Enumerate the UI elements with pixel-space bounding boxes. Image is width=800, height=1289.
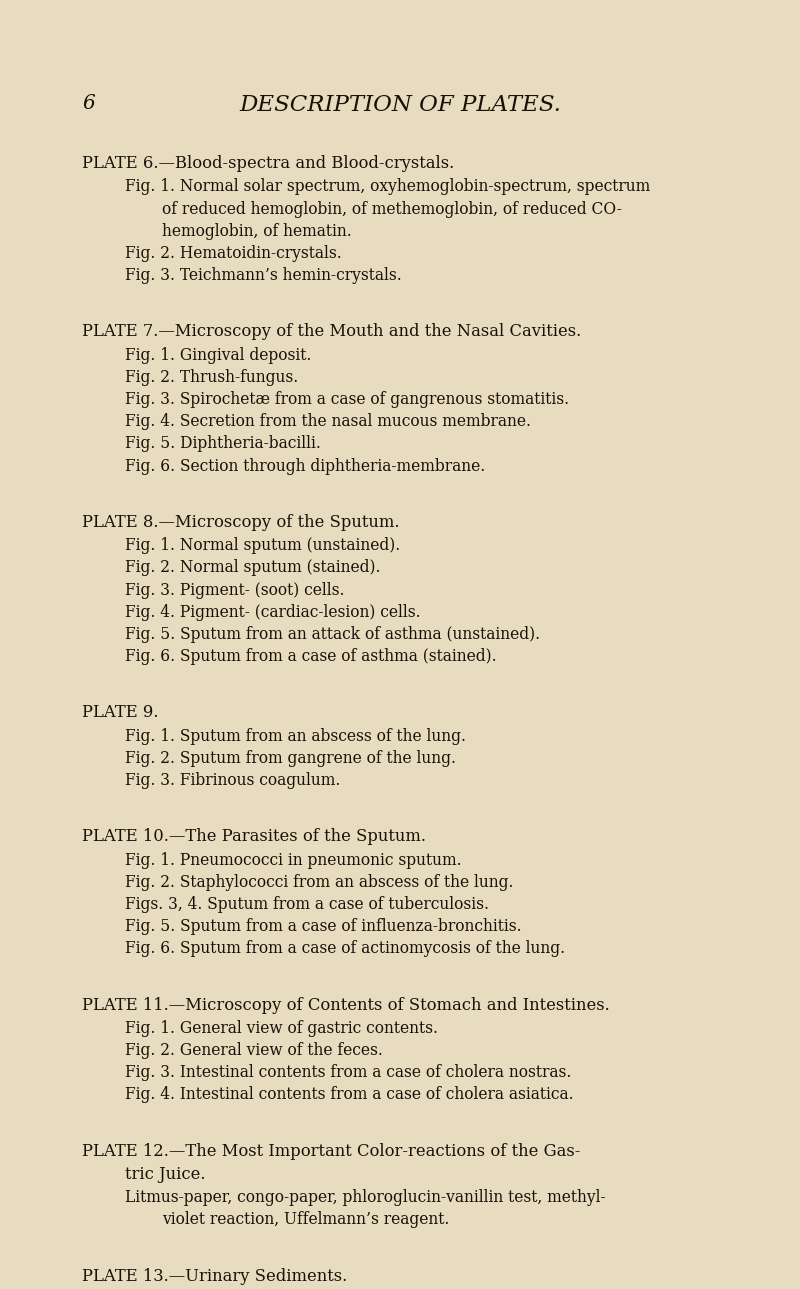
Text: Fig. 2. Sputum from gangrene of the lung.: Fig. 2. Sputum from gangrene of the lung… <box>125 750 456 767</box>
Text: PLATE 7.—Microscopy of the Mouth and the Nasal Cavities.: PLATE 7.—Microscopy of the Mouth and the… <box>82 324 582 340</box>
Text: Fig. 6. Section through diphtheria-membrane.: Fig. 6. Section through diphtheria-membr… <box>125 458 486 474</box>
Text: PLATE 11.—Microscopy of Contents of Stomach and Intestines.: PLATE 11.—Microscopy of Contents of Stom… <box>82 996 610 1013</box>
Text: Fig. 6. Sputum from a case of actinomycosis of the lung.: Fig. 6. Sputum from a case of actinomyco… <box>125 941 565 958</box>
Text: Fig. 5. Diphtheria-bacilli.: Fig. 5. Diphtheria-bacilli. <box>125 436 321 452</box>
Text: Fig. 1. General view of gastric contents.: Fig. 1. General view of gastric contents… <box>125 1020 438 1036</box>
Text: Fig. 3. Fibrinous coagulum.: Fig. 3. Fibrinous coagulum. <box>125 772 340 789</box>
Text: Fig. 2. Staphylococci from an abscess of the lung.: Fig. 2. Staphylococci from an abscess of… <box>125 874 514 891</box>
Text: Fig. 4. Secretion from the nasal mucous membrane.: Fig. 4. Secretion from the nasal mucous … <box>125 414 531 431</box>
Text: Litmus-paper, congo-paper, phloroglucin-vanillin test, methyl-: Litmus-paper, congo-paper, phloroglucin-… <box>125 1190 606 1207</box>
Text: Fig. 5. Sputum from an attack of asthma (unstained).: Fig. 5. Sputum from an attack of asthma … <box>125 626 540 643</box>
Text: Fig. 3. Teichmann’s hemin-crystals.: Fig. 3. Teichmann’s hemin-crystals. <box>125 267 402 284</box>
Text: Fig. 5. Sputum from a case of influenza-bronchitis.: Fig. 5. Sputum from a case of influenza-… <box>125 918 522 935</box>
Text: Fig. 1. Pneumococci in pneumonic sputum.: Fig. 1. Pneumococci in pneumonic sputum. <box>125 852 462 869</box>
Text: PLATE 8.—Microscopy of the Sputum.: PLATE 8.—Microscopy of the Sputum. <box>82 514 399 531</box>
Text: Fig. 3. Spirochetæ from a case of gangrenous stomatitis.: Fig. 3. Spirochetæ from a case of gangre… <box>125 391 569 409</box>
Text: tric Juice.: tric Juice. <box>125 1167 206 1183</box>
Text: Fig. 1. Normal sputum (unstained).: Fig. 1. Normal sputum (unstained). <box>125 538 400 554</box>
Text: PLATE 13.—Urinary Sediments.: PLATE 13.—Urinary Sediments. <box>82 1267 347 1285</box>
Text: Fig. 1. Sputum from an abscess of the lung.: Fig. 1. Sputum from an abscess of the lu… <box>125 727 466 745</box>
Text: PLATE 6.—Blood-spectra and Blood-crystals.: PLATE 6.—Blood-spectra and Blood-crystal… <box>82 155 454 171</box>
Text: Fig. 2. General view of the feces.: Fig. 2. General view of the feces. <box>125 1042 383 1060</box>
Text: PLATE 10.—The Parasites of the Sputum.: PLATE 10.—The Parasites of the Sputum. <box>82 829 426 846</box>
Text: violet reaction, Uffelmann’s reagent.: violet reaction, Uffelmann’s reagent. <box>162 1212 450 1228</box>
Text: Fig. 2. Thrush-fungus.: Fig. 2. Thrush-fungus. <box>125 369 298 385</box>
Text: Fig. 1. Normal solar spectrum, oxyhemoglobin-spectrum, spectrum: Fig. 1. Normal solar spectrum, oxyhemogl… <box>125 178 650 196</box>
Text: PLATE 9.: PLATE 9. <box>82 704 158 722</box>
Text: Fig. 2. Hematoidin-crystals.: Fig. 2. Hematoidin-crystals. <box>125 245 342 262</box>
Text: Fig. 3. Intestinal contents from a case of cholera nostras.: Fig. 3. Intestinal contents from a case … <box>125 1065 571 1081</box>
Text: Fig. 6. Sputum from a case of asthma (stained).: Fig. 6. Sputum from a case of asthma (st… <box>125 648 497 665</box>
Text: Fig. 2. Normal sputum (stained).: Fig. 2. Normal sputum (stained). <box>125 559 381 576</box>
Text: 6: 6 <box>82 94 94 113</box>
Text: hemoglobin, of hematin.: hemoglobin, of hematin. <box>162 223 352 240</box>
Text: DESCRIPTION OF PLATES.: DESCRIPTION OF PLATES. <box>239 94 561 116</box>
Text: Fig. 4. Intestinal contents from a case of cholera asiatica.: Fig. 4. Intestinal contents from a case … <box>125 1087 574 1103</box>
Text: Fig. 1. Gingival deposit.: Fig. 1. Gingival deposit. <box>125 347 311 363</box>
Text: PLATE 12.—The Most Important Color-reactions of the Gas-: PLATE 12.—The Most Important Color-react… <box>82 1142 580 1160</box>
Text: Figs. 3, 4. Sputum from a case of tuberculosis.: Figs. 3, 4. Sputum from a case of tuberc… <box>125 896 489 913</box>
Text: Fig. 4. Pigment- (cardiac-lesion) cells.: Fig. 4. Pigment- (cardiac-lesion) cells. <box>125 603 421 621</box>
Text: of reduced hemoglobin, of methemoglobin, of reduced CO-: of reduced hemoglobin, of methemoglobin,… <box>162 201 622 218</box>
Text: Fig. 3. Pigment- (soot) cells.: Fig. 3. Pigment- (soot) cells. <box>125 581 345 598</box>
